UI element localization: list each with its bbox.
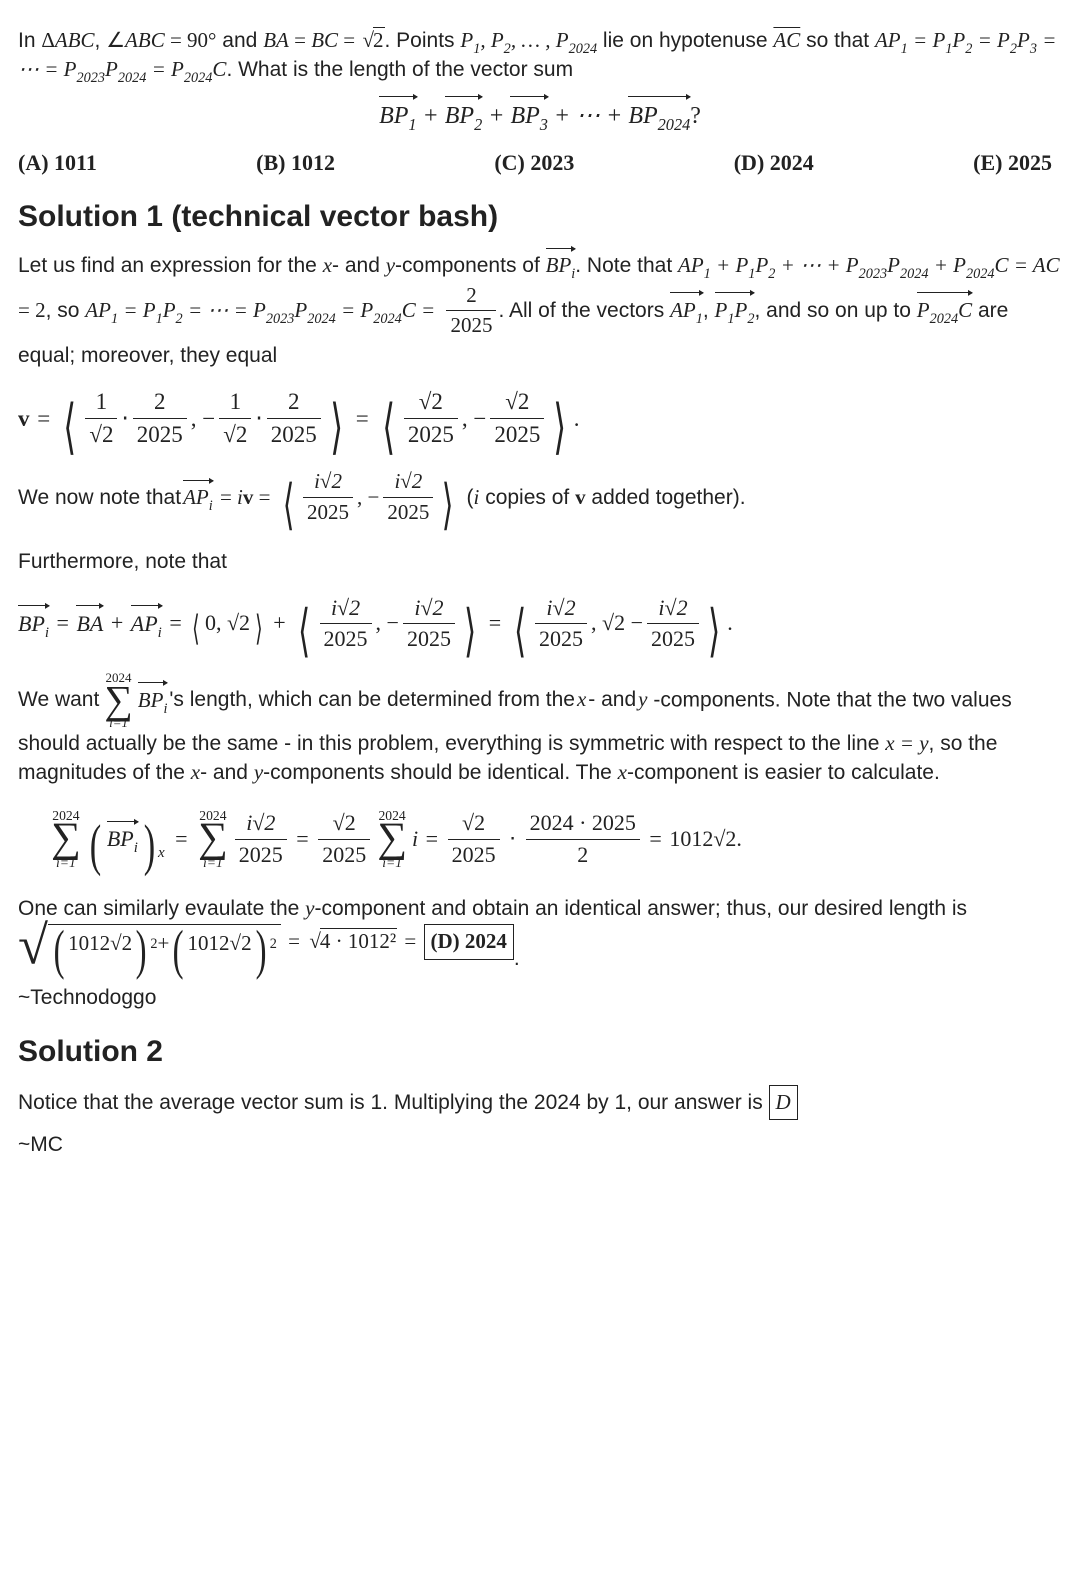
t: Notice that the average vector sum is 1.… <box>18 1091 769 1114</box>
sol1-wewant: We want 2024∑i=1 BPi's length, which can… <box>18 671 1062 788</box>
m: BPi <box>138 685 168 715</box>
t: -component and obtain an identical answe… <box>314 897 967 920</box>
t: We want <box>18 685 99 714</box>
t: hypotenuse <box>659 29 773 52</box>
m: x = y <box>885 731 928 755</box>
t: lie on <box>597 29 653 52</box>
t: Let us find an expression for the <box>18 254 323 277</box>
m: x <box>323 253 332 277</box>
t: . Points <box>385 29 461 52</box>
m: 2 <box>360 26 384 55</box>
m: P1, P2, … , P2024 <box>460 28 597 52</box>
sol1-further: Furthermore, note that <box>18 547 1062 576</box>
m: ΔABC <box>41 28 94 52</box>
m: AP1 + P1P2 + ⋯ + P2023P2024 + P2024C = A… <box>678 253 1060 277</box>
m: P2024C <box>917 295 972 325</box>
m: ⟨ i√22025 , − i√22025 ⟩ <box>278 467 459 527</box>
vector-sum-display: BP1 + BP2 + BP3 + ⋯ + BP2024? <box>18 99 1062 134</box>
solution1-heading: Solution 1 (technical vector bash) <box>18 196 1062 238</box>
sol1-final: One can similarly evaulate the y-compone… <box>18 894 1062 973</box>
answer-choices: (A) 1011 (B) 1012 (C) 2023 (D) 2024 (E) … <box>18 148 1062 179</box>
m: x <box>577 685 586 714</box>
bpi-equation: BPi = BA + APi = ⟨0, √2⟩ + ⟨ i√22025 , −… <box>18 593 733 656</box>
m: BPi <box>546 250 576 280</box>
choice-d: (D) 2024 <box>734 148 814 179</box>
t: = <box>289 28 311 52</box>
t: , <box>95 29 107 52</box>
t: so that <box>800 29 875 52</box>
sol1-apinote: We now note that APi = iv = ⟨ i√22025 , … <box>18 467 746 527</box>
m: = iv = <box>215 483 276 512</box>
t: . What is the length of the vector sum <box>226 58 573 81</box>
t: We now note that <box>18 483 181 512</box>
xcomp-equation: 2024∑i=1 (BPi)x = 2024∑i=1 i√22025 = √22… <box>48 808 742 871</box>
t: . Note that <box>575 254 672 277</box>
boxed-answer: (D) 2024 <box>424 924 514 959</box>
t: -component is easier to calculate. <box>627 761 940 784</box>
t: = <box>338 28 360 52</box>
m: y <box>254 760 263 784</box>
m: y <box>638 685 647 714</box>
m: = 2 <box>18 298 46 322</box>
boxed-answer-2: D <box>769 1085 798 1120</box>
t: -components of <box>395 254 546 277</box>
t: -components should be identical. The <box>263 761 618 784</box>
m: AP1 <box>670 295 703 325</box>
t: - and <box>200 761 254 784</box>
v-equation: v = ⟨ 1√2 ⋅ 22025 , − 1√2 ⋅ 22025 ⟩ = ⟨ … <box>18 386 579 451</box>
m: BC <box>311 28 338 52</box>
sol2-body: Notice that the average vector sum is 1.… <box>18 1085 1062 1120</box>
solution2-heading: Solution 2 <box>18 1031 1062 1073</box>
sol1-p1: Let us find an expression for the x- and… <box>18 250 1062 370</box>
t: 's length, which can be determined from … <box>169 685 575 714</box>
choice-e: (E) 2025 <box>973 148 1052 179</box>
problem-statement: In ΔABC, ∠ABC = 90° and BA = BC = 2. Poi… <box>18 26 1062 85</box>
m: P1P2 <box>715 295 755 325</box>
t: - and <box>588 685 636 714</box>
m: x <box>618 760 627 784</box>
t: . All of the vectors <box>498 299 670 322</box>
sol2-credit: ~MC <box>18 1130 1062 1159</box>
t: and so on up to <box>766 299 917 322</box>
sol1-credit: ~Technodoggo <box>18 983 1062 1012</box>
sum-icon: 2024∑i=1 <box>104 671 132 729</box>
t: One can similarly evaulate the <box>18 897 305 920</box>
m: √ (1012√2)2 + (1012√2)2 = 4 · 1012² = (D… <box>18 924 514 960</box>
m: BA <box>263 28 289 52</box>
m: y <box>386 253 395 277</box>
t: (i copies of v added together). <box>461 483 746 512</box>
m: ∠ABC = 90° <box>106 28 216 52</box>
t: - and <box>332 254 386 277</box>
m: APi <box>183 482 213 512</box>
m: AP1 = P1P2 = ⋯ = P2023P2024 = P2024C = 2… <box>85 281 498 341</box>
m: x <box>191 760 200 784</box>
choice-a: (A) 1011 <box>18 148 97 179</box>
t: and <box>216 29 263 52</box>
t: In <box>18 29 41 52</box>
m: AC <box>773 28 800 52</box>
choice-b: (B) 1012 <box>256 148 335 179</box>
choice-c: (C) 2023 <box>494 148 574 179</box>
